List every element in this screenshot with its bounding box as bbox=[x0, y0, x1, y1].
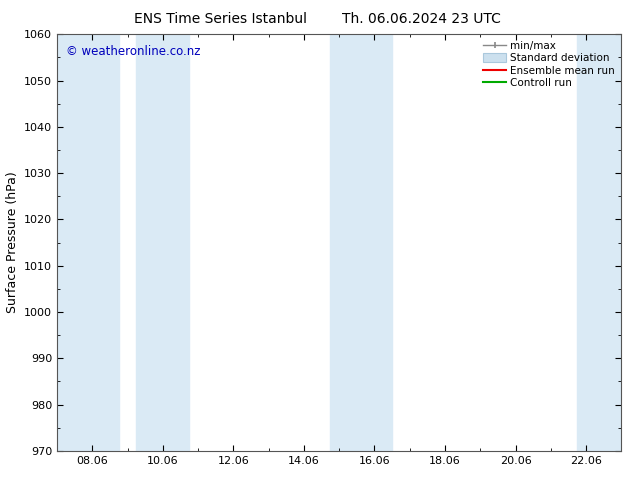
Bar bbox=[330, 34, 392, 451]
Y-axis label: Surface Pressure (hPa): Surface Pressure (hPa) bbox=[6, 172, 18, 314]
Legend: min/max, Standard deviation, Ensemble mean run, Controll run: min/max, Standard deviation, Ensemble me… bbox=[480, 37, 618, 92]
Bar bbox=[577, 34, 621, 451]
Bar bbox=[136, 34, 190, 451]
Text: ENS Time Series Istanbul        Th. 06.06.2024 23 UTC: ENS Time Series Istanbul Th. 06.06.2024 … bbox=[134, 12, 500, 26]
Bar bbox=[57, 34, 119, 451]
Text: © weatheronline.co.nz: © weatheronline.co.nz bbox=[65, 45, 200, 58]
